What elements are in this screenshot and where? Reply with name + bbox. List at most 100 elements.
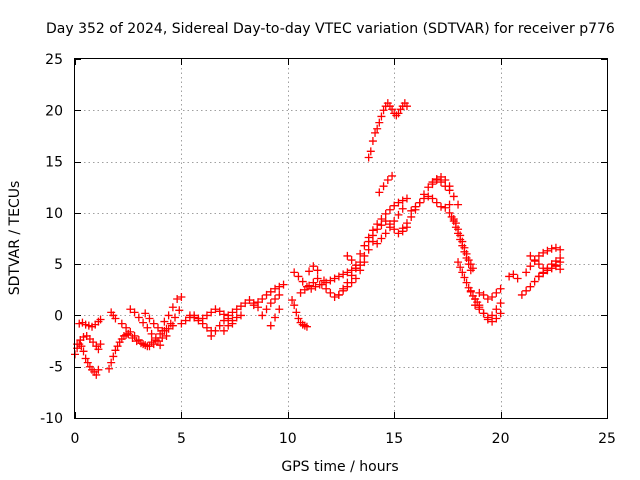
data-point-plus — [262, 305, 271, 314]
series-seg-j — [160, 292, 186, 326]
data-point-plus — [145, 314, 154, 323]
data-point-plus — [522, 268, 531, 277]
data-point-plus — [543, 246, 552, 255]
data-point-plus — [381, 209, 390, 218]
data-point-plus — [258, 311, 267, 320]
data-point-plus — [202, 323, 211, 332]
data-point-plus — [173, 295, 182, 304]
data-point-plus — [177, 292, 186, 301]
series-seg-e — [107, 308, 120, 323]
data-point-plus — [547, 244, 556, 253]
data-point-plus — [462, 278, 471, 287]
series-seg-ac — [375, 171, 397, 197]
data-point-plus — [522, 286, 531, 295]
x-axis-tick-labels: 0 5 10 15 20 25 — [71, 431, 616, 447]
data-point-plus — [462, 249, 471, 258]
data-point-plus — [298, 320, 307, 329]
data-point-plus — [424, 183, 433, 192]
data-point-plus — [245, 296, 254, 305]
data-point-plus — [219, 316, 228, 325]
series-seg-u — [305, 262, 322, 276]
y-axis-tick-labels: -10 -5 0 5 10 15 20 25 — [40, 52, 63, 427]
data-point-plus — [147, 329, 156, 338]
data-point-plus — [454, 200, 463, 209]
data-point-plus — [290, 301, 299, 310]
data-point-plus — [330, 274, 339, 283]
series-seg-q — [266, 305, 284, 330]
data-point-plus — [437, 172, 446, 181]
data-point-plus — [326, 276, 335, 285]
data-point-plus — [275, 282, 284, 291]
data-point-plus — [111, 346, 120, 355]
data-point-plus — [460, 273, 469, 282]
data-point-plus — [168, 303, 177, 312]
data-point-plus — [407, 206, 416, 215]
data-point-plus — [390, 225, 399, 234]
data-point-plus — [241, 299, 250, 308]
data-point-plus — [539, 269, 548, 278]
series-seg-o — [249, 280, 288, 310]
data-point-plus — [556, 245, 565, 254]
data-point-plus — [153, 323, 162, 332]
data-point-plus — [437, 202, 446, 211]
data-point-plus — [424, 192, 433, 201]
data-point-plus — [181, 316, 190, 325]
x-tick-label: 15 — [385, 431, 403, 447]
series-seg-c — [75, 315, 105, 331]
data-point-plus — [513, 274, 522, 283]
data-point-plus — [334, 272, 343, 281]
data-point-plus — [89, 338, 98, 347]
series-seg-ab — [373, 204, 407, 248]
data-point-plus — [79, 347, 88, 356]
series-seg-al — [471, 301, 505, 326]
data-point-plus — [117, 319, 126, 328]
data-point-plus — [475, 305, 484, 314]
data-point-plus — [432, 198, 441, 207]
data-point-plus — [479, 309, 488, 318]
data-point-plus — [488, 292, 497, 301]
data-point-plus — [143, 323, 152, 332]
data-point-plus — [309, 278, 318, 287]
data-point-plus — [288, 296, 297, 305]
data-point-plus — [364, 245, 373, 254]
data-point-plus — [492, 305, 501, 314]
data-point-plus — [385, 205, 394, 214]
data-point-plus — [398, 224, 407, 233]
data-point-plus — [466, 286, 475, 295]
data-point-plus — [534, 251, 543, 260]
data-point-plus — [534, 272, 543, 281]
data-point-plus — [166, 319, 175, 328]
y-tick-label: 25 — [45, 52, 63, 68]
series-seg-y — [343, 251, 365, 275]
data-point-plus — [279, 280, 288, 289]
data-point-plus — [449, 192, 458, 201]
data-point-plus — [94, 345, 103, 354]
data-point-plus — [130, 308, 139, 317]
data-point-plus — [266, 321, 275, 330]
data-point-plus — [292, 308, 301, 317]
data-point-plus — [468, 264, 477, 273]
data-point-plus — [236, 311, 245, 320]
data-point-plus — [441, 203, 450, 212]
data-point-plus — [534, 260, 543, 269]
data-point-plus — [190, 313, 199, 322]
data-point-plus — [464, 256, 473, 265]
data-point-plus — [207, 331, 216, 340]
data-point-plus — [266, 287, 275, 296]
series-seg-l — [185, 305, 237, 328]
data-point-plus — [368, 137, 377, 146]
data-point-plus — [158, 333, 167, 342]
data-point-plus — [232, 313, 241, 322]
data-point-plus — [305, 281, 314, 290]
data-point-plus — [313, 274, 322, 283]
data-point-plus — [162, 331, 171, 340]
data-point-plus — [343, 251, 352, 260]
data-point-plus — [134, 313, 143, 322]
x-tick-label: 10 — [279, 431, 297, 447]
data-point-plus — [141, 309, 150, 318]
series-seg-ad — [364, 99, 411, 162]
data-point-plus — [124, 329, 133, 338]
data-point-plus — [162, 324, 171, 333]
y-tick-label: -10 — [40, 411, 63, 427]
series-seg-b — [73, 331, 105, 354]
